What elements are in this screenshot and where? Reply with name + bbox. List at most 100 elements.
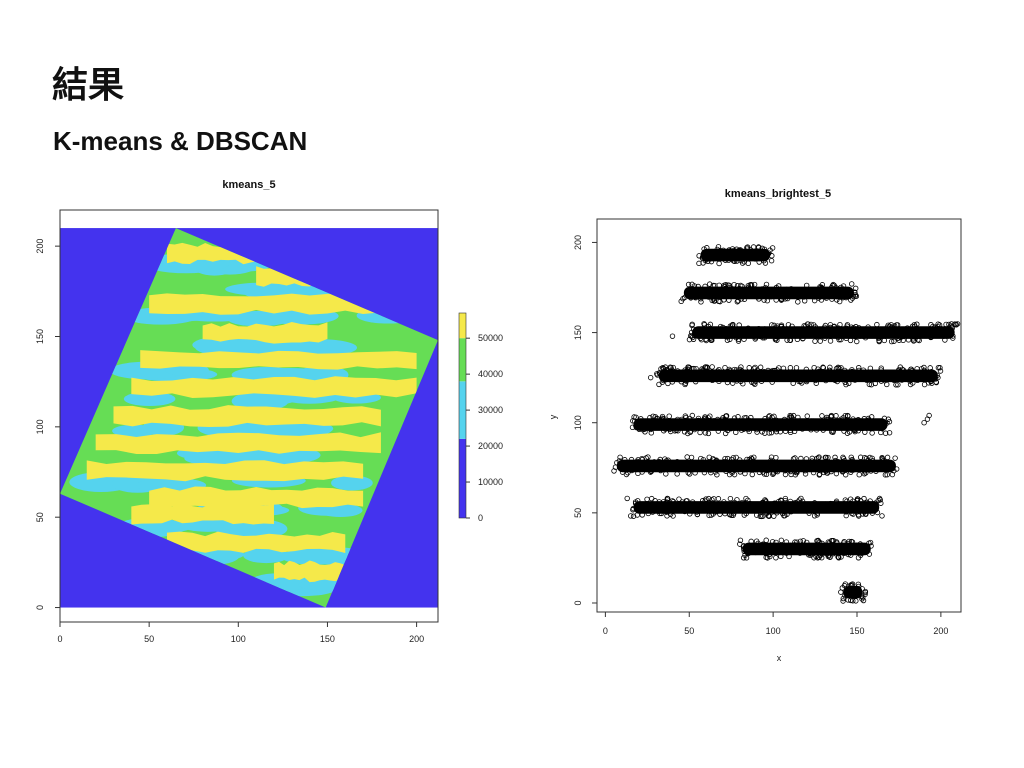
scatter-point (897, 364, 904, 370)
heatmap-y-tick-label: 0 (35, 605, 45, 610)
scatter-point-dense-core (700, 248, 771, 262)
scatter-point (656, 381, 662, 388)
colorbar-band (459, 313, 466, 339)
scatter-point (859, 596, 865, 602)
scatter-point (632, 499, 639, 505)
scatter-point (666, 413, 672, 419)
scatter-cluster (737, 537, 874, 561)
heatmap-yellow-stripe (149, 486, 364, 509)
scatter-point (804, 413, 810, 419)
scatter-point (701, 321, 707, 327)
heatmap-cyan-region (231, 391, 289, 411)
scatter-x-label: x (777, 653, 782, 663)
scatter-point (630, 513, 637, 519)
scatter-point (727, 495, 734, 502)
scatter-point (876, 495, 883, 502)
scatter-point (869, 430, 875, 436)
scatter-point (750, 329, 756, 336)
scatter-x-tick-label: 200 (933, 626, 948, 636)
scatter-point (842, 412, 848, 419)
scatter-point (773, 555, 779, 561)
scatter-point (714, 472, 720, 478)
scatter-point-dense-core (843, 585, 863, 599)
scatter-point (707, 281, 713, 287)
scatter-point (766, 513, 772, 519)
scatter-point (874, 321, 880, 328)
scatter-frame (596, 218, 962, 613)
scatter-point (840, 598, 846, 604)
scatter-point (787, 412, 793, 419)
scatter-point (676, 496, 682, 502)
scatter-point (886, 418, 893, 425)
scatter-point (684, 454, 690, 460)
scatter-point (907, 381, 914, 388)
heatmap-y-tick-label: 100 (35, 419, 45, 434)
scatter-cluster (686, 321, 961, 345)
scatter-x-tick-label: 150 (849, 626, 864, 636)
scatter-point (773, 454, 779, 461)
scatter-point (849, 281, 855, 287)
colorbar-tick-label: 0 (478, 513, 483, 523)
scatter-point (762, 430, 768, 436)
heatmap-cyan-region (281, 548, 348, 565)
heatmap-x-tick-label: 100 (231, 634, 246, 644)
scatter-point (840, 595, 846, 602)
scatter-title: kmeans_brightest_5 (725, 188, 831, 200)
scatter-cluster (838, 581, 869, 604)
scatter-point (696, 260, 702, 267)
scatter-point (734, 299, 741, 305)
scatter-point (853, 598, 859, 604)
heatmap-y-tick-label: 50 (35, 512, 45, 522)
scatter-point (787, 365, 794, 371)
scatter-point (943, 321, 949, 328)
scatter-point (768, 258, 775, 264)
scatter-point (697, 429, 703, 436)
heatmap-y-tick-label: 150 (35, 329, 45, 344)
scatter-point (893, 382, 899, 388)
scatter-point-dense-core (742, 542, 871, 556)
scatter-cluster (678, 281, 860, 305)
heatmap-yellow-stripe (149, 293, 399, 315)
scatter-point (853, 285, 859, 292)
scatter-point (763, 537, 769, 543)
scatter-point (750, 244, 757, 250)
heatmap-yellow-stripe (273, 560, 346, 583)
scatter-point (836, 298, 843, 305)
scatter-point (685, 281, 692, 288)
scatter-point (746, 365, 752, 371)
scatter-point (782, 495, 789, 502)
scatter-point (769, 245, 776, 251)
scatter-x-tick-label: 50 (684, 626, 694, 636)
colorbar-band (459, 438, 466, 518)
scatter-point (843, 381, 849, 388)
scatter-point (698, 299, 704, 305)
scatter-point (879, 513, 885, 519)
scatter-point (709, 364, 715, 370)
scatter-point (884, 472, 890, 478)
heatmap-x-tick-label: 50 (144, 634, 154, 644)
scatter-point (886, 430, 893, 436)
scatter-point (888, 338, 895, 345)
heatmap-yellow-stripe (131, 376, 417, 399)
scatter-point (857, 454, 864, 460)
scatter-point (689, 321, 695, 328)
heatmap-cyan-region (331, 475, 373, 491)
heatmap-y-tick-label: 200 (35, 239, 45, 254)
scatter-point (680, 296, 686, 302)
scatter-point (855, 555, 862, 561)
scatter-point (762, 326, 768, 332)
scatter-point (644, 496, 650, 503)
scatter-point (798, 495, 804, 502)
colorbar-tick-label: 10000 (478, 477, 503, 487)
scatter-point (624, 495, 630, 502)
scatter-point (743, 495, 749, 502)
scatter-point (686, 364, 692, 370)
scatter-cluster (696, 244, 776, 267)
heatmap-yellow-stripe (86, 460, 364, 482)
scatter-point (832, 454, 838, 461)
scatter-point (895, 382, 901, 388)
scatter-point (817, 338, 823, 344)
scatter-point (737, 541, 743, 547)
slide-subtitle: K-means & DBSCAN (53, 126, 308, 156)
scatter-point (738, 364, 744, 370)
